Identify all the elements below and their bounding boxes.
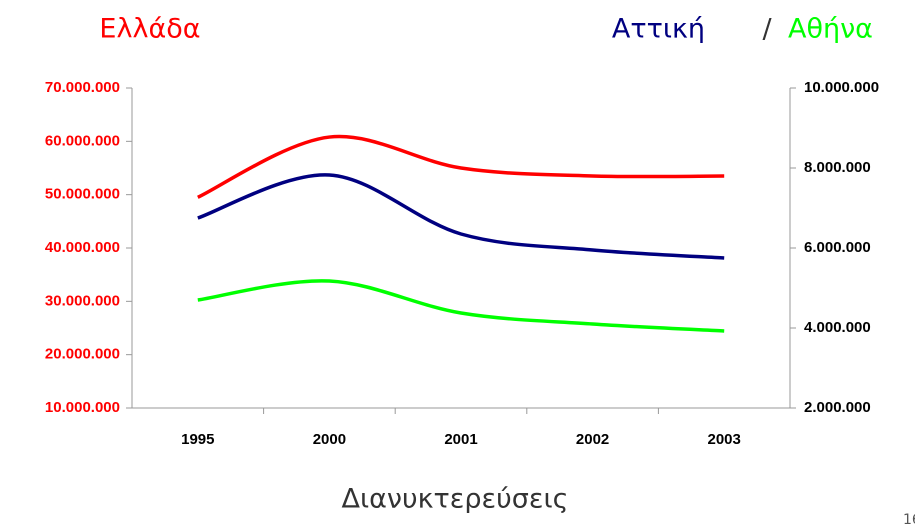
series-line xyxy=(197,279,725,333)
x-tick-label: 2000 xyxy=(313,431,346,448)
y2-tick-label: 6.000.000 xyxy=(804,239,871,256)
y-tick-label: 70.000.000 xyxy=(45,79,120,96)
x-tick-label: 2003 xyxy=(708,431,741,448)
y2-tick-label: 2.000.000 xyxy=(804,399,871,416)
y-tick-label: 30.000.000 xyxy=(45,292,120,309)
legend-entry: Αθήνα xyxy=(788,14,873,45)
x-tick-label: 2002 xyxy=(576,431,609,448)
series-line xyxy=(197,134,725,199)
y-tick-label: 60.000.000 xyxy=(45,132,120,149)
y-tick-label: 10.000.000 xyxy=(45,399,120,416)
y2-tick-label: 8.000.000 xyxy=(804,159,871,176)
legend-separator: / xyxy=(762,14,772,45)
legend-entry: Αττική xyxy=(612,14,705,45)
y-tick-label: 20.000.000 xyxy=(45,346,120,363)
series-line xyxy=(197,173,725,260)
legend-entry: Ελλάδα xyxy=(99,14,200,45)
x-axis-label: Διανυκτερεύσεις xyxy=(342,484,569,515)
y2-tick-label: 4.000.000 xyxy=(804,319,871,336)
x-tick-label: 1995 xyxy=(181,431,214,448)
page-number: 16 xyxy=(903,512,915,524)
y-tick-label: 50.000.000 xyxy=(45,186,120,203)
y-tick-label: 40.000.000 xyxy=(45,239,120,256)
x-tick-label: 2001 xyxy=(444,431,477,448)
y2-tick-label: 10.000.000 xyxy=(804,79,879,96)
